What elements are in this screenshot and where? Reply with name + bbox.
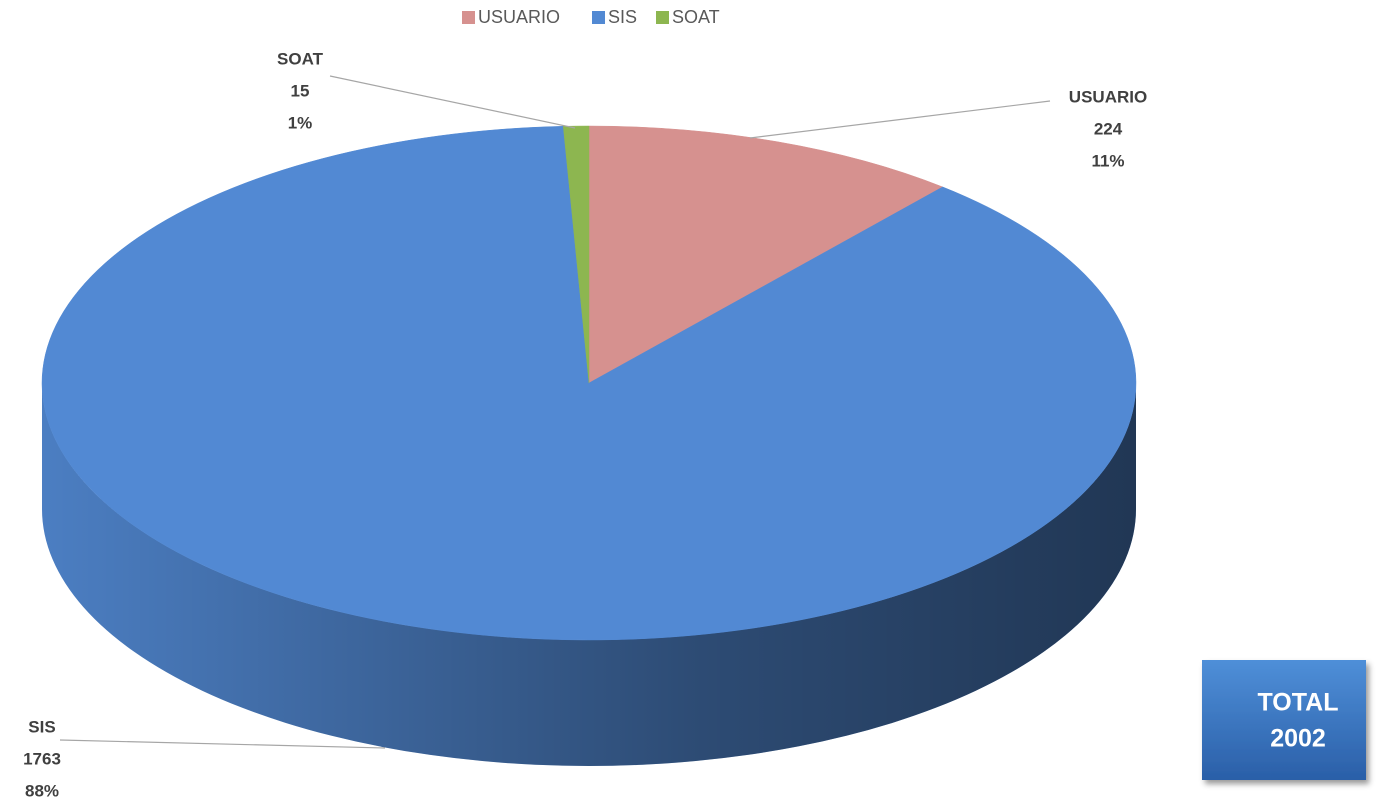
legend-label: SOAT	[672, 7, 720, 27]
legend-swatch	[656, 11, 669, 24]
data-label-percent: 88%	[25, 781, 59, 800]
slice	[41, 126, 1137, 641]
total-box: TOTAL 2002	[1202, 660, 1366, 780]
data-label-percent: 11%	[1091, 151, 1124, 170]
slice	[588, 125, 944, 384]
data-label-value: 15	[291, 81, 310, 100]
leader-line	[59, 739, 386, 749]
leader-line	[329, 75, 576, 129]
total-box-bg	[1202, 660, 1366, 780]
data-label-percent: 1%	[288, 113, 313, 132]
data-label-value: 224	[1094, 119, 1123, 138]
total-label: TOTAL	[1257, 689, 1338, 717]
legend-label: SIS	[608, 7, 637, 27]
side-shade	[42, 383, 1136, 766]
data-label-name: SOAT	[277, 49, 324, 68]
legend-label: USUARIO	[478, 7, 560, 27]
pie	[41, 125, 1137, 766]
legend-swatch	[592, 11, 605, 24]
total-value: 2002	[1270, 725, 1326, 753]
slice	[562, 125, 590, 384]
data-label-value: 1763	[23, 749, 61, 768]
data-label-name: SIS	[28, 717, 55, 736]
legend-swatch	[462, 11, 475, 24]
data-label-name: USUARIO	[1069, 87, 1147, 106]
leader-line	[749, 100, 1051, 139]
